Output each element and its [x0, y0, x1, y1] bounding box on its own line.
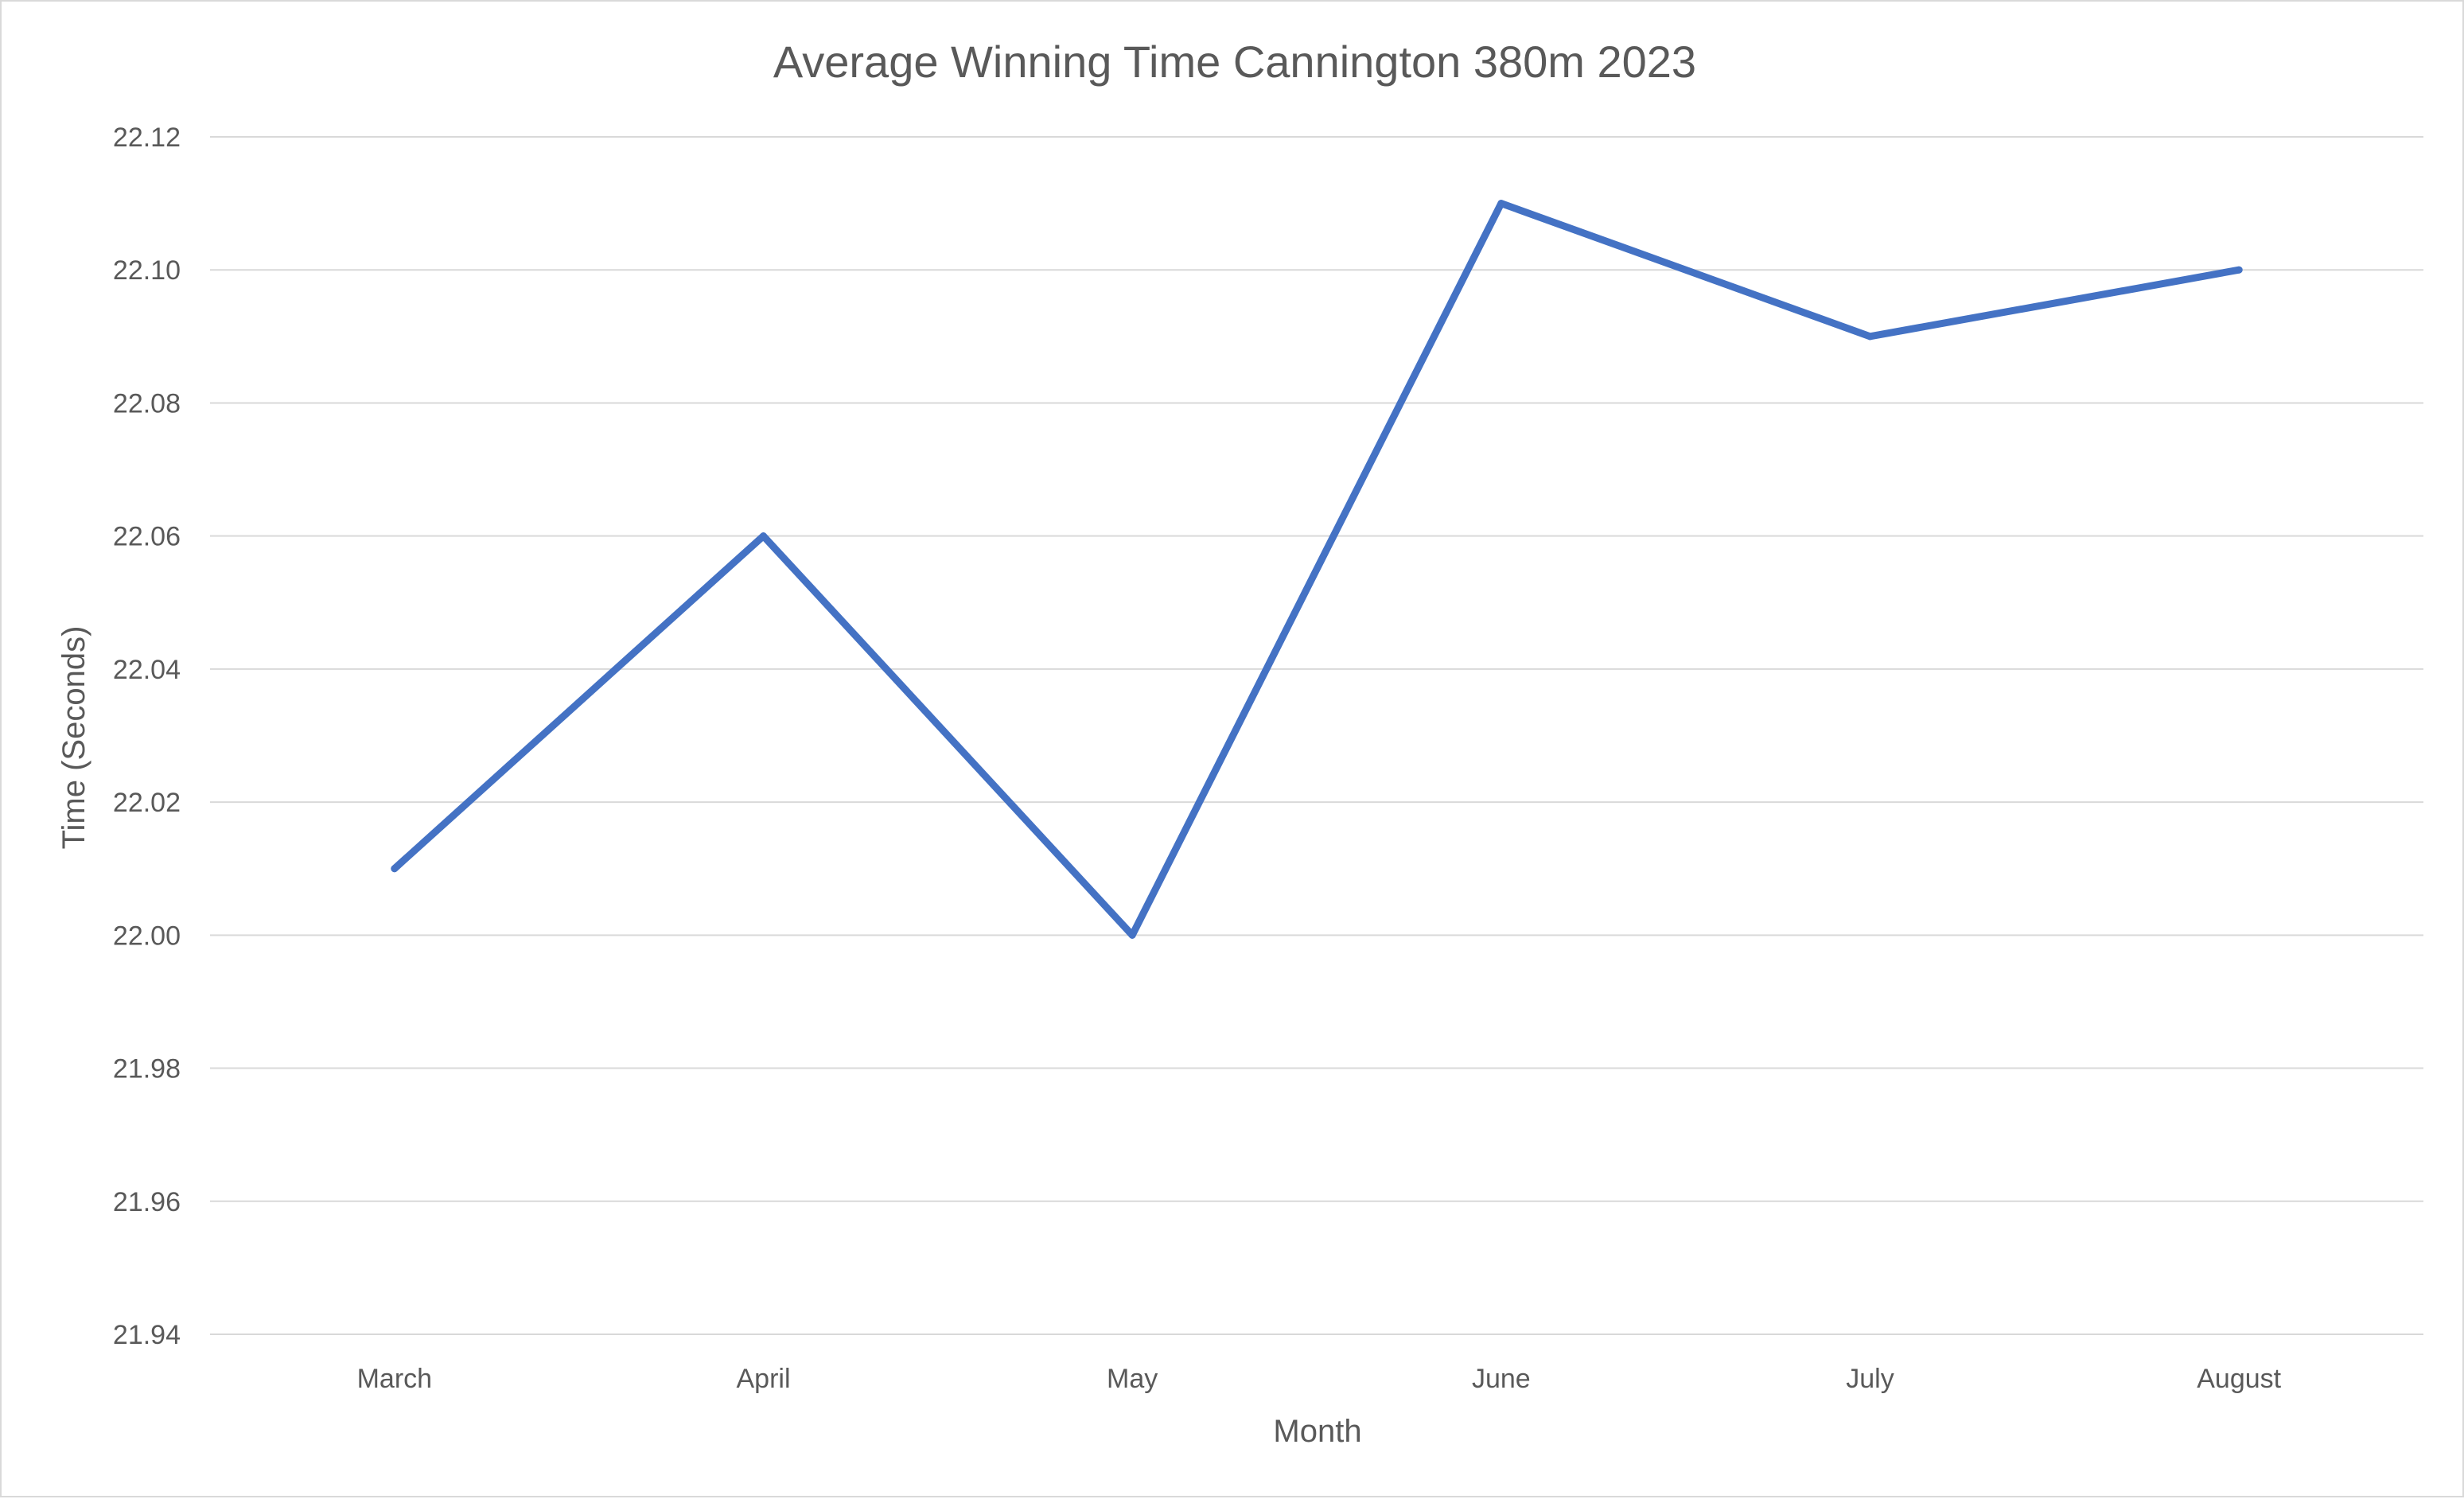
x-tick-label: March: [357, 1364, 432, 1394]
y-tick-label: 21.96: [113, 1187, 181, 1217]
series-line-0: [391, 200, 2243, 939]
data-point-august: [2235, 266, 2243, 274]
gridlines: [210, 136, 2423, 1335]
data-point-march: [391, 865, 399, 873]
x-axis-title: Month: [1273, 1414, 1361, 1449]
y-axis-ticks: 21.94 21.96 21.98 22.00 22.02 22.04 22.06 22.08…: [113, 123, 181, 1350]
chart-title: Average Winning Time Cannington 380m 202…: [773, 37, 1696, 87]
data-point-may: [1128, 931, 1136, 939]
x-tick-label: June: [1472, 1364, 1531, 1394]
y-axis-title: Time (Seconds): [56, 626, 91, 850]
y-tick-label: 22.00: [113, 921, 181, 951]
data-point-june: [1497, 200, 1505, 208]
x-tick-label: May: [1107, 1364, 1158, 1394]
x-tick-label: August: [2197, 1364, 2281, 1394]
x-tick-label: April: [736, 1364, 790, 1394]
y-tick-label: 22.08: [113, 388, 181, 419]
y-tick-label: 22.06: [113, 522, 181, 552]
data-point-april: [760, 532, 767, 540]
y-tick-label: 22.10: [113, 255, 181, 286]
y-tick-label: 21.94: [113, 1320, 181, 1350]
y-tick-label: 21.98: [113, 1054, 181, 1084]
y-tick-label: 22.02: [113, 788, 181, 818]
y-tick-label: 22.04: [113, 655, 181, 685]
series-layer: [391, 200, 2243, 939]
x-tick-label: July: [1846, 1364, 1894, 1394]
x-axis-ticks: March April May June July August: [357, 1364, 2282, 1394]
data-point-july: [1866, 333, 1874, 341]
y-tick-label: 22.12: [113, 123, 181, 153]
